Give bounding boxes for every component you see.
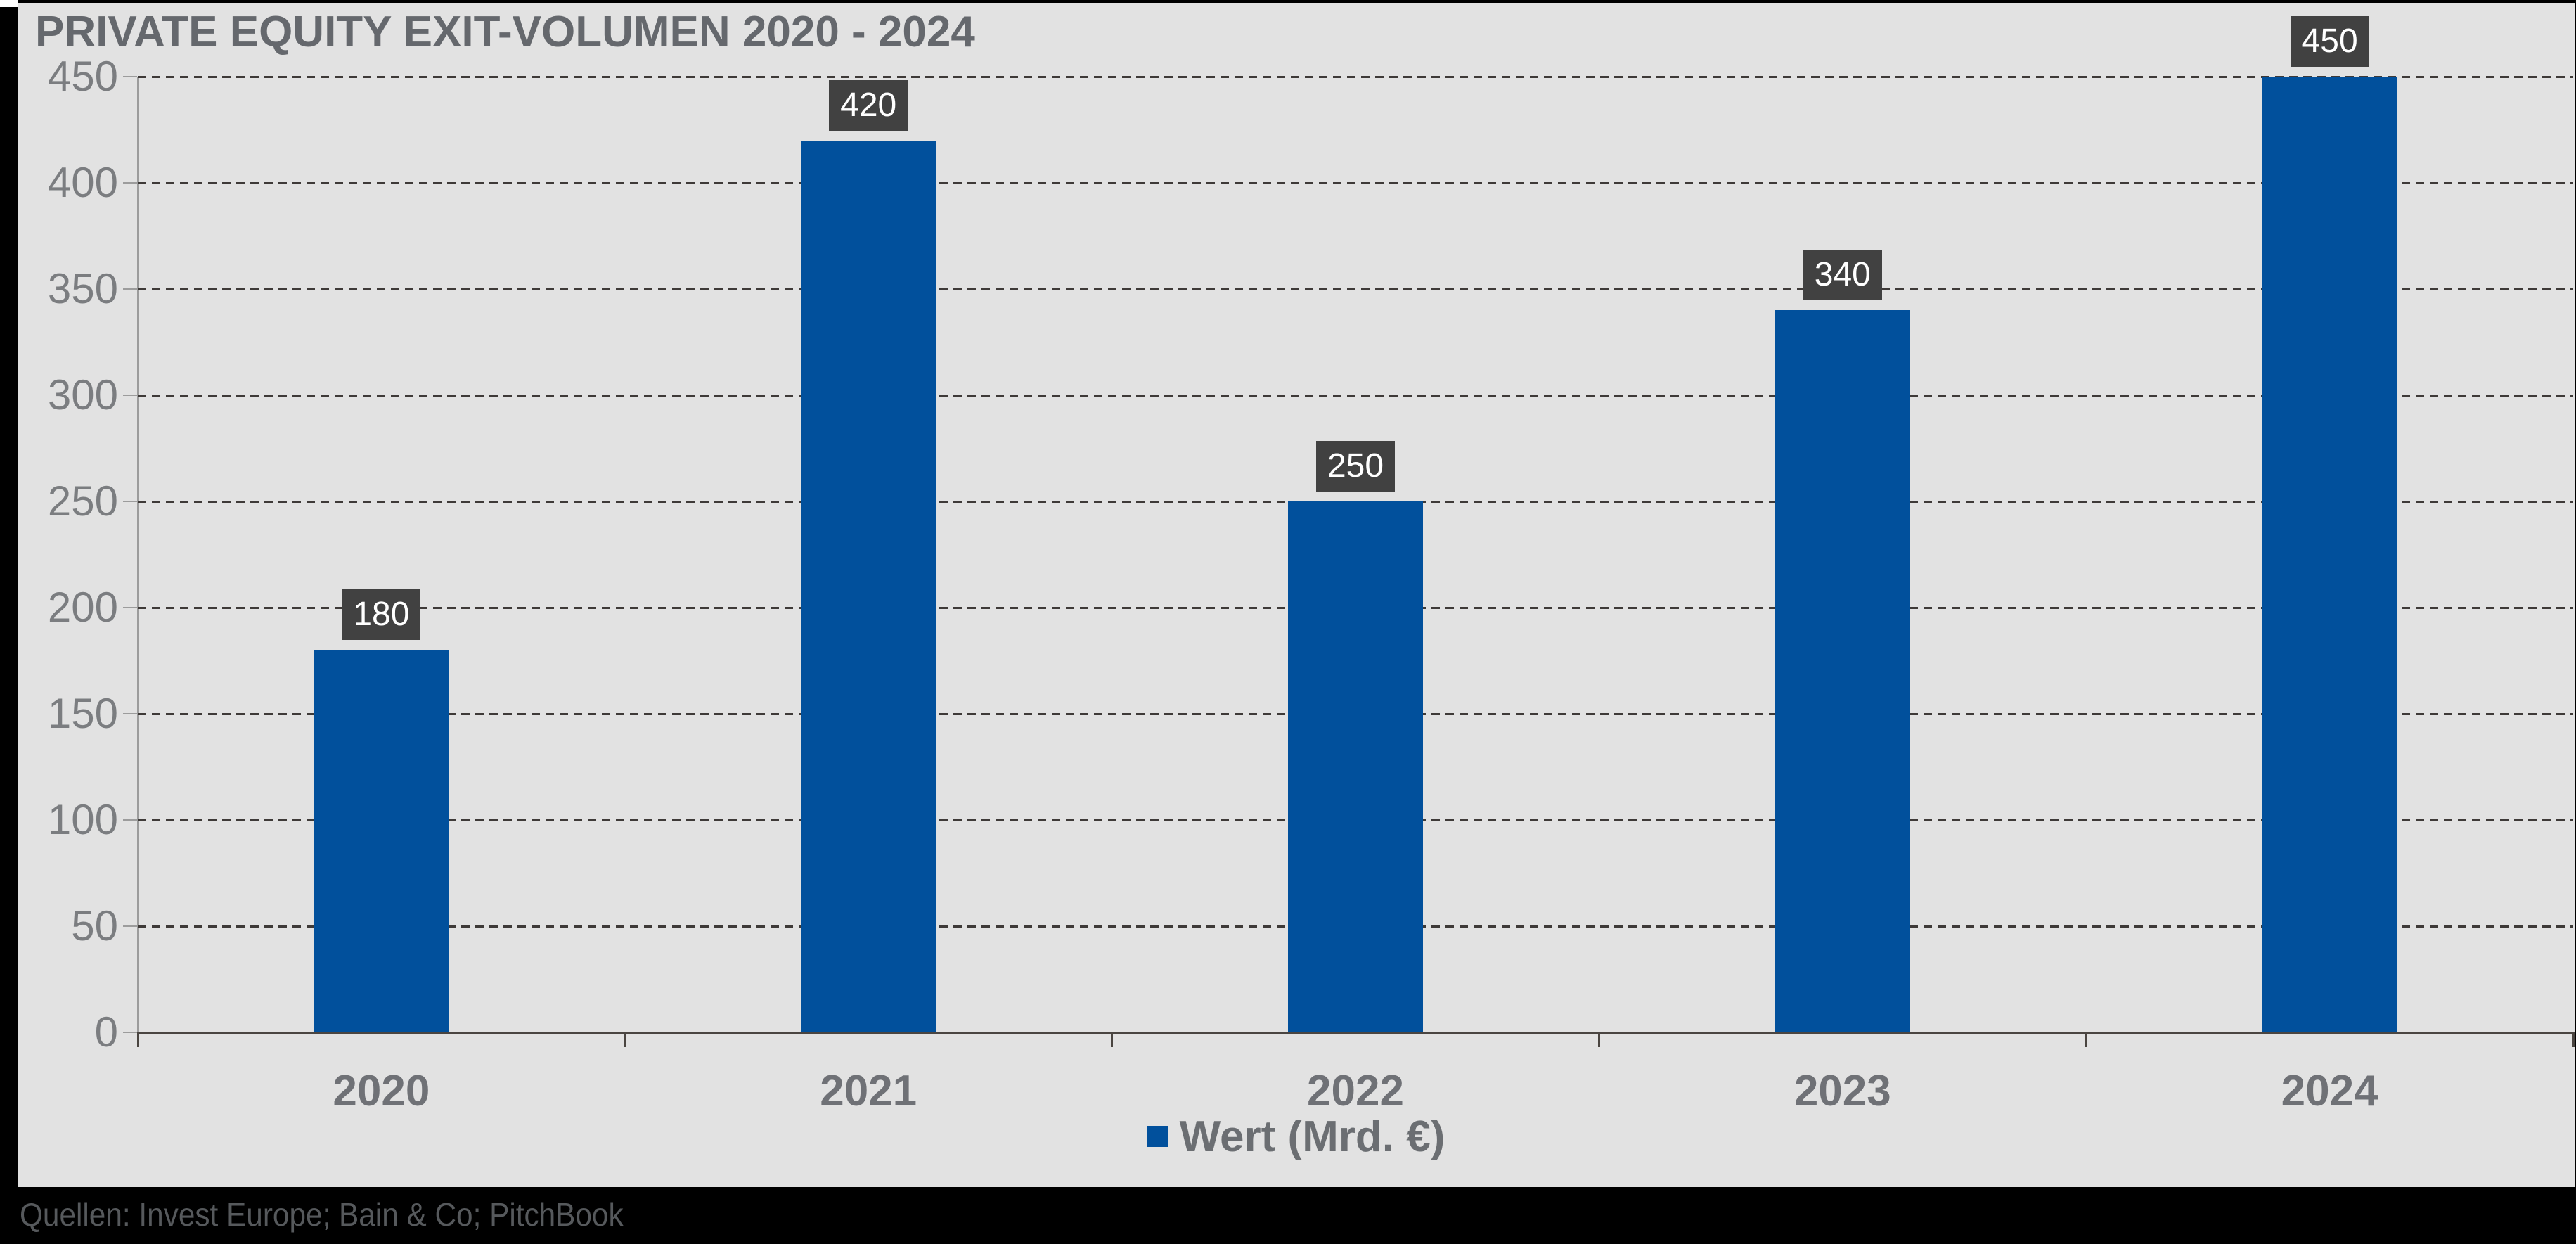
bar-2024 — [2262, 77, 2397, 1032]
x-axis-baseline — [138, 1032, 2573, 1034]
legend-label: Wert (Mrd. €) — [1179, 1112, 1445, 1161]
y-tick-label-150: 150 — [47, 690, 118, 737]
x-axis-tick — [136, 1032, 139, 1047]
legend-swatch — [1147, 1126, 1168, 1147]
bar-value-label-2020: 180 — [342, 589, 421, 641]
y-tick-300 — [123, 395, 137, 396]
gridline-300 — [138, 394, 2573, 397]
footer-bar: Quellen: Invest Europe; Bain & Co; Pitch… — [0, 1187, 2576, 1244]
bar-value-label-2021: 420 — [829, 79, 908, 131]
bar-2020 — [314, 650, 449, 1032]
x-tick-label-2024: 2024 — [2281, 1067, 2378, 1115]
x-tick-label-2023: 2023 — [1793, 1067, 1891, 1115]
gridline-450 — [138, 75, 2573, 78]
y-tick-label-200: 200 — [47, 584, 118, 631]
x-tick-label-2021: 2021 — [820, 1067, 917, 1115]
bar-value-label-2023: 340 — [1803, 250, 1882, 301]
chart-title: PRIVATE EQUITY EXIT-VOLUMEN 2020 - 2024 — [35, 8, 975, 56]
bar-2021 — [801, 140, 936, 1032]
gridline-350 — [138, 288, 2573, 290]
y-tick-100 — [123, 819, 137, 821]
y-tick-label-50: 50 — [71, 902, 118, 949]
plot-area: 0 50 100 150 200 250 300 350 400 450 180 2020 420 202… — [48, 16, 2575, 1115]
y-tick-450 — [123, 76, 137, 77]
y-tick-label-300: 300 — [47, 371, 118, 418]
y-tick-250 — [123, 501, 137, 502]
y-tick-400 — [123, 182, 137, 184]
bar-2023 — [1775, 310, 1910, 1032]
x-tick-label-2020: 2020 — [333, 1067, 430, 1115]
y-tick-200 — [123, 607, 137, 608]
x-tick-label-2022: 2022 — [1307, 1067, 1404, 1115]
y-tick-label-250: 250 — [47, 477, 118, 525]
x-axis-tick — [2572, 1032, 2575, 1047]
y-tick-50 — [123, 925, 137, 927]
y-tick-label-450: 450 — [47, 53, 118, 100]
x-axis-tick — [2085, 1032, 2087, 1047]
x-axis-tick — [1111, 1032, 1114, 1047]
y-tick-0 — [123, 1032, 137, 1033]
y-tick-150 — [123, 713, 137, 714]
y-tick-label-400: 400 — [47, 159, 118, 206]
bar-value-label-2024: 450 — [2290, 16, 2369, 67]
y-tick-label-350: 350 — [47, 265, 118, 312]
x-axis-tick — [1597, 1032, 1600, 1047]
y-tick-350 — [123, 288, 137, 290]
x-axis-tick — [624, 1032, 626, 1047]
gridline-400 — [138, 181, 2573, 184]
y-tick-label-0: 0 — [94, 1008, 118, 1056]
corner-notch — [0, 0, 18, 7]
y-axis-line — [137, 77, 139, 1032]
legend: Wert (Mrd. €) — [18, 1112, 2575, 1161]
bar-value-label-2022: 250 — [1316, 441, 1395, 492]
sources-text: Quellen: Invest Europe; Bain & Co; Pitch… — [20, 1196, 624, 1233]
y-tick-label-100: 100 — [47, 796, 118, 843]
bar-2022 — [1288, 501, 1423, 1032]
